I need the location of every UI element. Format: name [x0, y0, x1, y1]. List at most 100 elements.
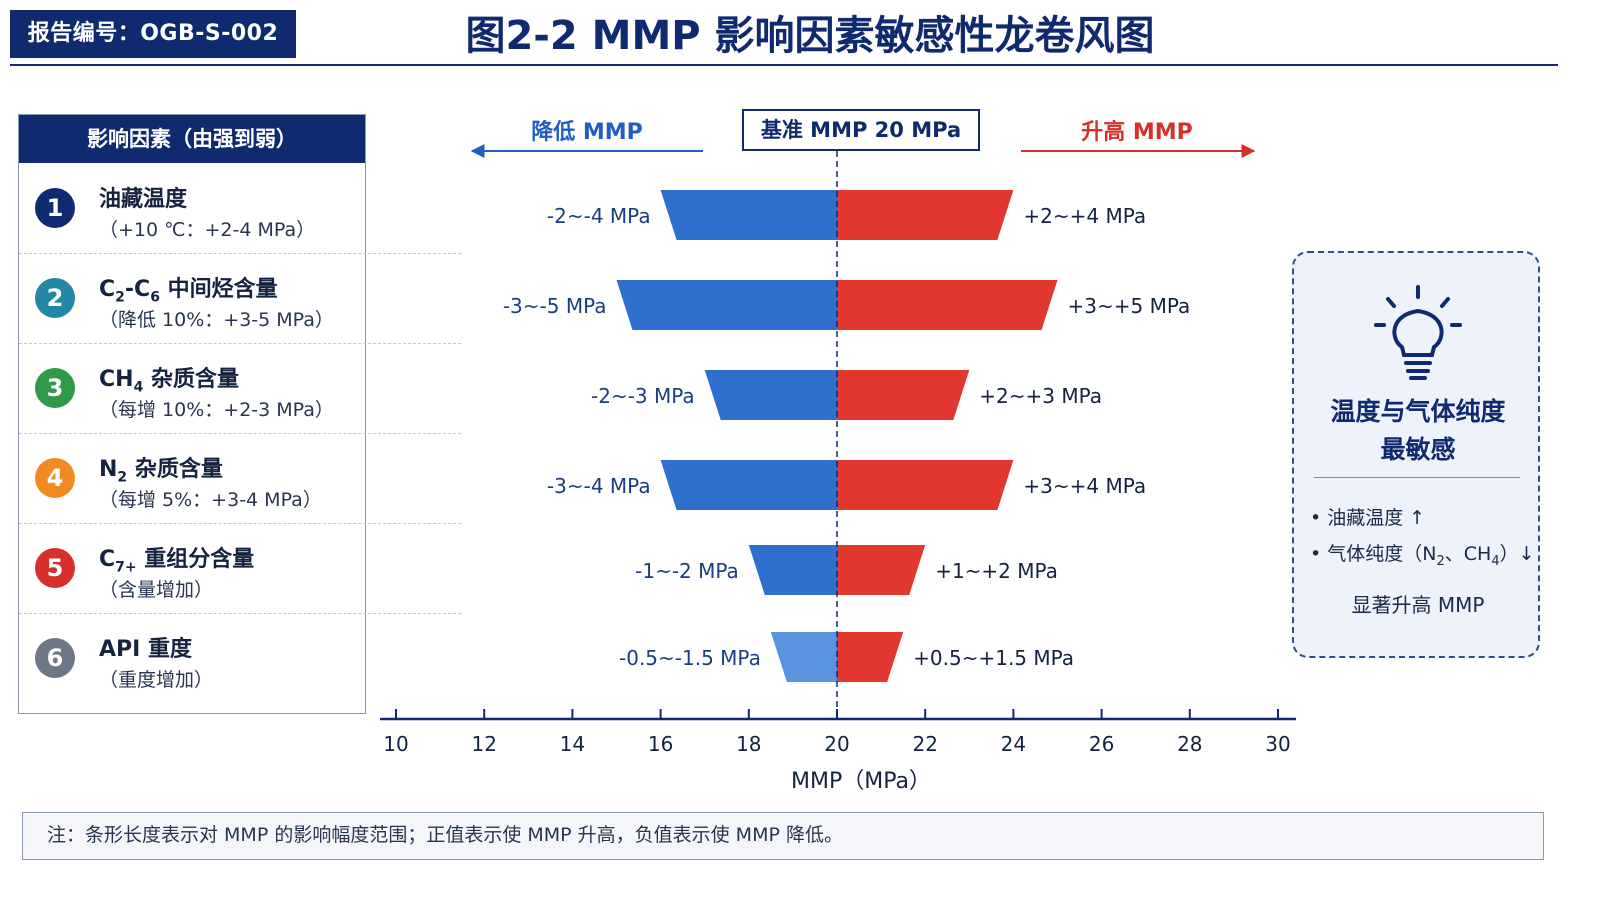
factor-name-2: C2-C6 中间烃含量 [99, 271, 278, 305]
insight-title: 温度与气体纯度 最敏感 [1294, 393, 1542, 469]
bar-positive-3 [837, 370, 970, 420]
factor-name-6: API 重度 [99, 637, 192, 662]
bar-negative-label-1: -2~-4 MPa [547, 204, 651, 228]
factor-name-5: C7+ 重组分含量 [99, 541, 254, 575]
factor-desc-1: （+10 ℃：+2-4 MPa） [99, 219, 316, 241]
bar-negative-1 [660, 190, 837, 240]
x-tick-label-18: 18 [736, 732, 761, 756]
factor-name-3-tail: 杂质含量 [143, 367, 239, 392]
bars-layer: -2~-4 MPa +2~+4 MPa -3~-5 MPa +3~+5 MPa -2~-… [503, 190, 1190, 682]
increase-mmp-label: 升高 MMP [1081, 120, 1193, 145]
factor-name-4-tail: 杂质含量 [127, 457, 223, 482]
insight-bullet-1-text: 油藏温度 ↑ [1327, 507, 1426, 529]
footnote: 注：条形长度表示对 MMP 的影响幅度范围；正值表示使 MMP 升高，负值表示使… [22, 812, 1544, 860]
x-tick-label-12: 12 [471, 732, 496, 756]
bar-negative-label-2: -3~-5 MPa [503, 294, 607, 318]
x-tick-label-22: 22 [912, 732, 937, 756]
bar-negative-5 [748, 545, 837, 595]
x-tick-label-24: 24 [1001, 732, 1026, 756]
row-separator [19, 523, 461, 524]
page-title: 图2-2 MMP 影响因素敏感性龙卷风图 [465, 13, 1155, 59]
factor-item-3: 3 CH4 杂质含量 （每增 10%：+2-3 MPa） [19, 343, 365, 433]
bar-negative-label-5: -1~-2 MPa [635, 559, 739, 583]
factor-item-1: 1 油藏温度 （+10 ℃：+2-4 MPa） [19, 163, 365, 253]
factor-item-5: 5 C7+ 重组分含量 （含量增加） [19, 523, 365, 613]
x-tick-label-28: 28 [1177, 732, 1202, 756]
row-separator [19, 343, 461, 344]
factor-name-4-sub: 2 [117, 469, 128, 486]
x-tick-label-26: 26 [1089, 732, 1114, 756]
factor-name-2-tail: 中间烃含量 [159, 277, 278, 302]
report-number-badge: 报告编号：OGB-S-002 [10, 10, 296, 58]
insight-bullet-2-mid: 、CH [1444, 543, 1492, 565]
x-axis: 10 12 14 16 18 20 22 24 26 28 30 [380, 709, 1296, 756]
bar-negative-label-4: -3~-4 MPa [547, 474, 651, 498]
factor-name-1: 油藏温度 [99, 187, 188, 212]
factor-rank-badge-1: 1 [35, 188, 75, 228]
insight-bullet-2: • 气体纯度（N2、CH4）↓ [1310, 543, 1535, 569]
bar-positive-label-5: +1~+2 MPa [935, 559, 1058, 583]
bar-positive-5 [837, 545, 926, 595]
factor-desc-5: （含量增加） [99, 579, 214, 601]
insight-title-line1: 温度与气体纯度 [1330, 397, 1506, 426]
factor-desc-2: （降低 10%：+3-5 MPa） [99, 309, 334, 331]
factor-name-5-tail: 重组分含量 [136, 547, 255, 572]
factor-name-3: CH4 杂质含量 [99, 361, 239, 395]
bar-positive-label-2: +3~+5 MPa [1068, 294, 1191, 318]
factor-name-3-sub: 4 [133, 379, 144, 396]
bar-positive-6 [837, 632, 904, 682]
bar-negative-4 [660, 460, 837, 510]
lightbulb-icon [1374, 285, 1462, 380]
factor-panel-header: 影响因素（由强到弱） [19, 115, 365, 163]
bar-positive-label-4: +3~+4 MPa [1023, 474, 1146, 498]
factor-name-4: N2 杂质含量 [99, 451, 223, 485]
factor-rank-badge-2: 2 [35, 278, 75, 318]
factor-item-6: 6 API 重度 （重度增加） [19, 613, 365, 703]
x-axis-label: MMP（MPa） [791, 769, 931, 794]
factor-rank-badge-4: 4 [35, 458, 75, 498]
insight-bullet-2-sub2: 4 [1491, 553, 1500, 569]
factor-name-2-sub: 2 [115, 289, 125, 306]
bar-negative-label-3: -2~-3 MPa [591, 384, 695, 408]
factor-item-2: 2 C2-C6 中间烃含量 （降低 10%：+3-5 MPa） [19, 253, 365, 343]
insight-bullet-1: • 油藏温度 ↑ [1310, 507, 1426, 529]
factor-name-4-part: N [99, 457, 118, 482]
insight-bullet-2-sub1: 2 [1436, 553, 1445, 569]
bar-positive-2 [837, 280, 1058, 330]
bar-positive-4 [837, 460, 1014, 510]
factor-name-5-part: C [99, 547, 116, 572]
decrease-mmp-label: 降低 MMP [531, 120, 643, 145]
insight-divider [1314, 477, 1520, 478]
factor-desc-6: （重度增加） [99, 669, 214, 691]
factor-desc-4: （每增 5%：+3-4 MPa） [99, 489, 322, 511]
factor-rank-badge-6: 6 [35, 638, 75, 678]
factor-name-5-sub: 7+ [115, 559, 137, 576]
bar-positive-label-6: +0.5~+1.5 MPa [913, 646, 1074, 670]
factor-name-3-part: CH [99, 367, 134, 392]
insight-title-line2: 最敏感 [1380, 435, 1456, 464]
insight-bullet-2-pre: 气体纯度（N [1327, 543, 1437, 565]
bar-negative-3 [704, 370, 837, 420]
factor-name-2-mid: -C [124, 277, 151, 302]
row-separator [19, 253, 461, 254]
factor-desc-3: （每增 10%：+2-3 MPa） [99, 399, 334, 421]
factor-rank-badge-5: 5 [35, 548, 75, 588]
insight-box: 温度与气体纯度 最敏感 • 油藏温度 ↑ • 气体纯度（N2、CH4）↓ 显著升… [1292, 251, 1540, 658]
bar-negative-label-6: -0.5~-1.5 MPa [619, 646, 761, 670]
insight-bullet-2-post: ）↓ [1499, 543, 1535, 565]
factor-rank-badge-3: 3 [35, 368, 75, 408]
factor-name-2-sub2: 6 [150, 289, 160, 306]
x-tick-label-14: 14 [560, 732, 585, 756]
bar-positive-label-1: +2~+4 MPa [1023, 204, 1146, 228]
x-tick-label-20: 20 [824, 732, 849, 756]
factor-name-2-part: C [99, 277, 116, 302]
factor-item-4: 4 N2 杂质含量 （每增 5%：+3-4 MPa） [19, 433, 365, 523]
x-tick-label-30: 30 [1265, 732, 1290, 756]
row-separator [19, 613, 461, 614]
x-tick-label-10: 10 [383, 732, 408, 756]
bar-positive-1 [837, 190, 1014, 240]
x-tick-label-16: 16 [648, 732, 673, 756]
factor-panel: 影响因素（由强到弱） 1 油藏温度 （+10 ℃：+2-4 MPa） 2 C2-… [18, 114, 461, 714]
bar-positive-label-3: +2~+3 MPa [979, 384, 1102, 408]
